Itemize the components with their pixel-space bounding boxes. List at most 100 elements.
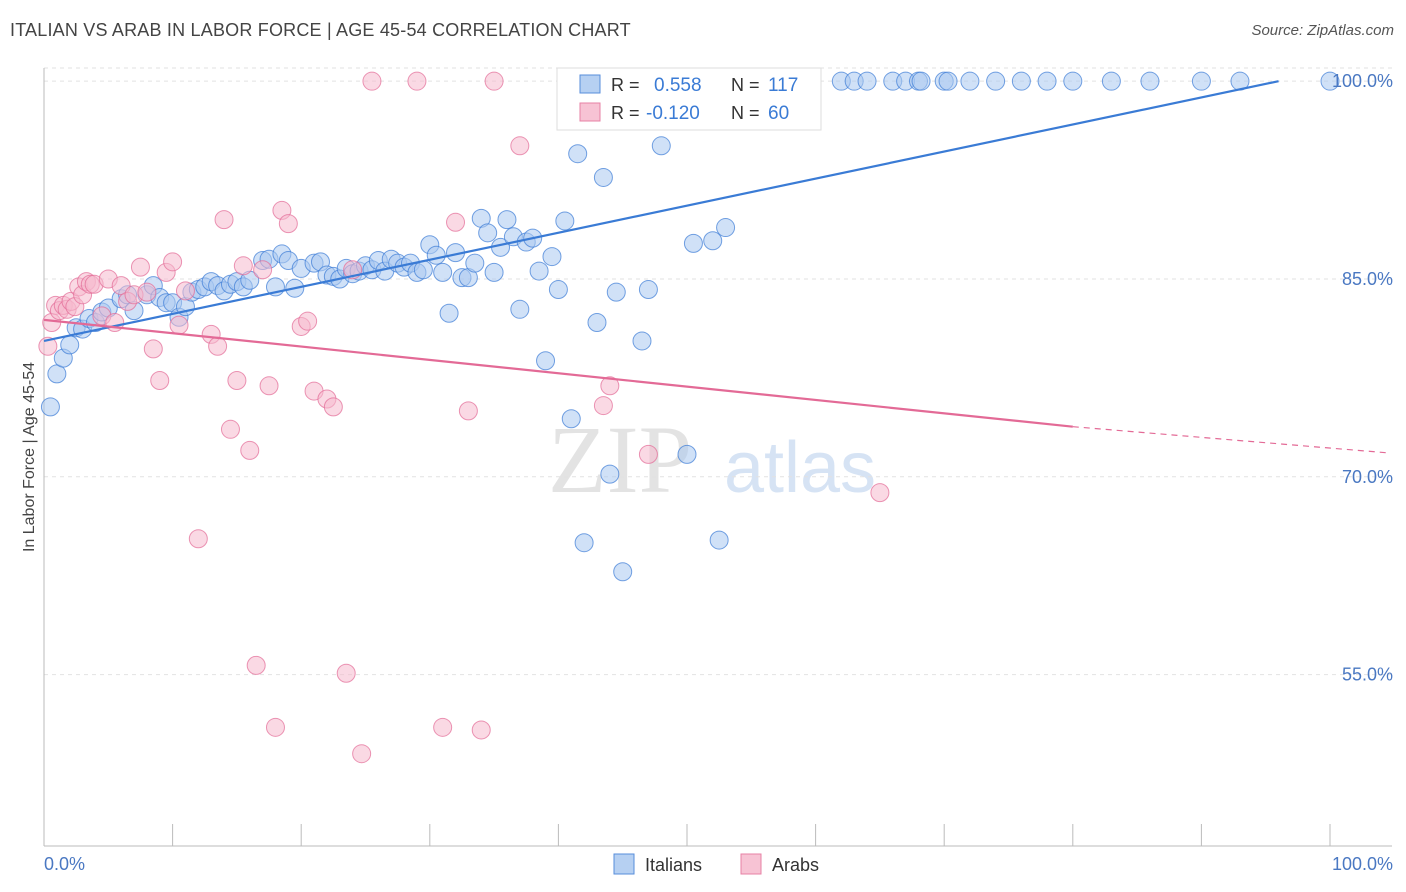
y-tick-label: 70.0% — [1342, 467, 1393, 487]
legend-italians-n-value: 117 — [768, 75, 798, 96]
arabs-point — [144, 340, 162, 358]
legend-arabs-swatch — [580, 103, 600, 121]
y-tick-label: 55.0% — [1342, 665, 1393, 685]
italians-point — [530, 262, 548, 280]
scatter-chart: ZIP atlas 55.0%70.0%85.0%100.0% 0.0% 100… — [0, 0, 1406, 892]
italians-point — [717, 219, 735, 237]
arabs-point — [353, 745, 371, 763]
italians-point — [485, 263, 503, 281]
italians-point — [479, 224, 497, 242]
arabs-trend-extension — [1073, 427, 1390, 453]
italians-point — [614, 563, 632, 581]
italians-point — [594, 168, 612, 186]
y-tick-labels: 55.0% 70.0% 85.0% 100.0% — [1332, 71, 1393, 684]
italians-point — [939, 72, 957, 90]
arabs-point — [266, 718, 284, 736]
arabs-point — [337, 664, 355, 682]
italians-point — [562, 410, 580, 428]
italians-point — [607, 283, 625, 301]
italians-point — [912, 72, 930, 90]
arabs-point — [189, 530, 207, 548]
italians-point — [537, 352, 555, 370]
italians-point — [1141, 72, 1159, 90]
italians-point — [41, 398, 59, 416]
arabs-point — [472, 721, 490, 739]
legend-arabs-n-value: 60 — [768, 103, 789, 124]
italians-point — [588, 313, 606, 331]
legend-bottom-italians-label: Italians — [645, 855, 702, 875]
italians-point — [61, 336, 79, 354]
arabs-point — [221, 420, 239, 438]
italians-point — [639, 281, 657, 299]
italians-point — [1064, 72, 1082, 90]
grid-lines — [44, 68, 1392, 675]
italians-point — [678, 445, 696, 463]
italians-point — [440, 304, 458, 322]
italians-point — [633, 332, 651, 350]
arabs-point — [164, 253, 182, 271]
italians-point — [987, 72, 1005, 90]
italians-point — [684, 234, 702, 252]
arabs-point — [363, 72, 381, 90]
arabs-point — [485, 72, 503, 90]
arabs-point — [131, 258, 149, 276]
arabs-point — [209, 337, 227, 355]
italians-point — [1192, 72, 1210, 90]
arabs-point — [170, 316, 188, 334]
arabs-point — [247, 656, 265, 674]
legend-bottom-arabs-swatch — [741, 854, 761, 874]
italians-point — [556, 212, 574, 230]
italians-point — [1102, 72, 1120, 90]
arabs-point — [447, 213, 465, 231]
italians-point — [511, 300, 529, 318]
legend-series: Italians Arabs — [614, 854, 819, 875]
arabs-point — [408, 72, 426, 90]
legend-italians-n-label: N = — [731, 75, 760, 95]
watermark-atlas: atlas — [724, 428, 876, 508]
italians-point — [1012, 72, 1030, 90]
arabs-point — [241, 441, 259, 459]
arabs-point — [215, 211, 233, 229]
legend-bottom-arabs-label: Arabs — [772, 855, 819, 875]
italians-point — [1038, 72, 1056, 90]
arabs-point — [434, 718, 452, 736]
arabs-point — [511, 137, 529, 155]
arabs-point — [228, 372, 246, 390]
x-tick-marks — [44, 824, 1330, 846]
legend-arabs-r-value: -0.120 — [646, 103, 700, 124]
x-tick-label-min: 0.0% — [44, 854, 85, 874]
italians-point — [710, 531, 728, 549]
italians-point — [434, 263, 452, 281]
italians-point — [961, 72, 979, 90]
legend-italians-swatch — [580, 75, 600, 93]
legend-bottom-italians-swatch — [614, 854, 634, 874]
y-tick-label: 85.0% — [1342, 269, 1393, 289]
arabs-point — [176, 282, 194, 300]
italians-point — [569, 145, 587, 163]
italians-point — [575, 534, 593, 552]
legend-arabs-n-label: N = — [731, 103, 760, 123]
arabs-point — [151, 372, 169, 390]
legend-stats: R = 0.558 N = 117 R = -0.120 N = 60 — [557, 68, 821, 130]
arabs-point — [279, 215, 297, 233]
italians-point — [498, 211, 516, 229]
y-axis-label: In Labor Force | Age 45-54 — [21, 362, 38, 552]
italians-point — [543, 248, 561, 266]
italians-point — [48, 365, 66, 383]
legend-italians-r-label: R = — [611, 75, 640, 95]
italians-point — [549, 281, 567, 299]
arabs-point — [594, 397, 612, 415]
italians-point — [601, 465, 619, 483]
arabs-point — [234, 257, 252, 275]
arabs-point — [254, 261, 272, 279]
arabs-point — [459, 402, 477, 420]
legend-arabs-r-label: R = — [611, 103, 640, 123]
arabs-point — [871, 484, 889, 502]
arabs-point — [138, 283, 156, 301]
x-tick-label-max: 100.0% — [1332, 854, 1393, 874]
arabs-point — [299, 312, 317, 330]
y-tick-label: 100.0% — [1332, 71, 1393, 91]
italians-point — [652, 137, 670, 155]
italians-point — [858, 72, 876, 90]
italians-point — [466, 254, 484, 272]
